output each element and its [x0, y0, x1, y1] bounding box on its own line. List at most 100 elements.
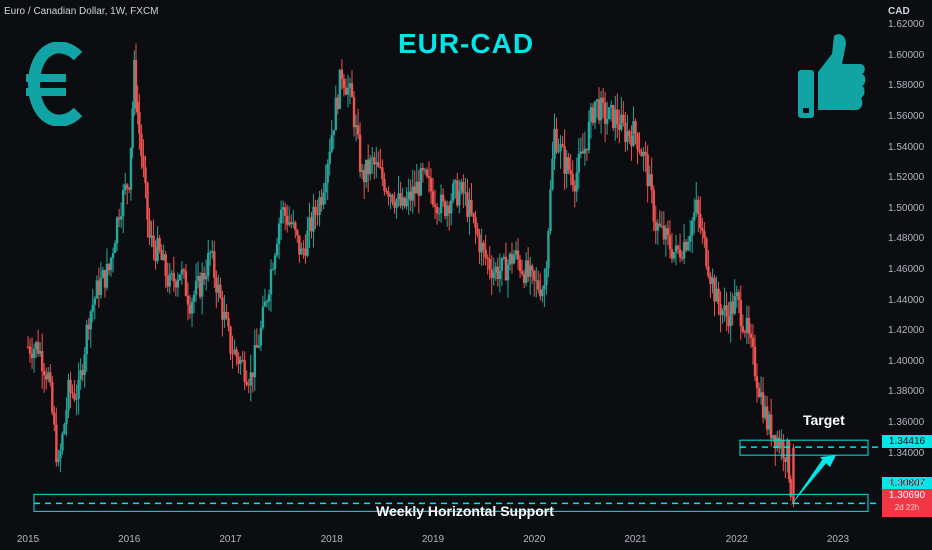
candle-body — [91, 304, 94, 312]
candle-body — [646, 154, 649, 187]
candle-body — [387, 191, 390, 197]
candle-body — [472, 213, 475, 218]
candle-body — [320, 197, 323, 205]
candle-body — [470, 200, 473, 214]
candle-body — [385, 190, 388, 192]
candle-body — [423, 169, 427, 171]
candle-body — [575, 172, 578, 192]
candle-body — [310, 217, 313, 232]
candle-body — [526, 260, 530, 277]
candle-body — [156, 238, 159, 261]
candle-body — [433, 204, 437, 207]
candle-body — [778, 437, 781, 449]
candle-countdown: 2d 22h — [894, 503, 920, 512]
candle-body — [298, 235, 301, 255]
candle-body — [237, 356, 240, 364]
candle-body — [294, 222, 297, 231]
x-tick-label: 2017 — [219, 534, 242, 545]
candle-body — [279, 209, 283, 224]
candle-body — [579, 151, 583, 155]
candle-body — [128, 188, 131, 190]
candle-body — [731, 301, 734, 314]
candle-body — [316, 214, 319, 216]
candle-body — [725, 305, 728, 317]
candle-body — [533, 270, 536, 281]
candle-body — [354, 125, 358, 128]
candle-body — [227, 318, 230, 327]
candle-body — [97, 280, 101, 295]
candle-body — [691, 220, 694, 236]
candle-body — [504, 256, 508, 281]
candle-body — [247, 384, 250, 386]
candle-body — [89, 311, 92, 330]
candle-body — [776, 437, 779, 448]
candle-body — [421, 167, 425, 171]
candle-body — [383, 179, 386, 191]
candle-body — [478, 234, 481, 253]
candle-body — [680, 257, 684, 259]
candle-body — [644, 151, 647, 155]
y-tick-label: 1.40000 — [888, 355, 925, 367]
candle-body — [207, 252, 210, 277]
x-tick-label: 2022 — [725, 534, 748, 545]
target-arrow-head — [820, 455, 836, 468]
candle-body — [717, 288, 720, 305]
candle-body — [271, 269, 275, 271]
candle-body — [628, 131, 631, 137]
candle-body — [464, 192, 467, 194]
candle-body — [194, 280, 198, 295]
target-zone — [739, 439, 869, 456]
y-tick-label: 1.52000 — [888, 172, 925, 184]
candle-body — [482, 242, 485, 250]
candle-body — [407, 191, 410, 199]
target-price-tag: 1.34416 — [882, 435, 932, 448]
candle-body — [678, 249, 682, 258]
candle-body — [524, 260, 528, 284]
candle-body — [221, 297, 224, 320]
target-arrow — [790, 457, 828, 507]
candle-body — [719, 304, 722, 316]
candle-body — [648, 174, 651, 187]
candle-body — [119, 216, 123, 220]
candle-body — [547, 231, 550, 269]
candle-body — [557, 151, 560, 153]
candle-body — [686, 241, 690, 251]
y-tick-label: 1.44000 — [888, 294, 925, 306]
candle-body — [245, 381, 248, 385]
candle-body — [121, 190, 125, 217]
candle-body — [429, 177, 433, 192]
candle-body — [510, 253, 514, 264]
candle-body — [561, 144, 564, 147]
candle-body — [620, 114, 623, 130]
candle-body — [131, 108, 134, 148]
candle-body — [358, 134, 362, 172]
candle-body — [188, 304, 192, 314]
candle-body — [529, 265, 532, 277]
candle-body — [93, 298, 97, 305]
candle-body — [632, 121, 635, 146]
candle-body — [676, 245, 680, 250]
candle-body — [283, 207, 287, 216]
candle-body — [583, 148, 587, 154]
candle-body — [308, 217, 311, 231]
candle-body — [569, 170, 572, 175]
candle-body — [605, 119, 609, 124]
candle-body — [338, 69, 342, 109]
candle-body — [389, 194, 392, 197]
candle-body — [439, 194, 443, 214]
candle-body — [111, 252, 115, 259]
candle-body — [136, 102, 139, 112]
candle-body — [498, 270, 502, 280]
candle-body — [71, 392, 74, 394]
candle-body — [40, 350, 44, 372]
candle-body — [427, 176, 431, 178]
candle-body — [257, 345, 261, 348]
candle-body — [664, 228, 668, 240]
y-tick-label: 1.32000 — [888, 478, 925, 490]
candle-body — [747, 317, 751, 334]
candle-body — [784, 458, 787, 462]
candle-body — [769, 414, 773, 439]
candle-body — [83, 354, 86, 375]
candle-body — [377, 162, 380, 167]
